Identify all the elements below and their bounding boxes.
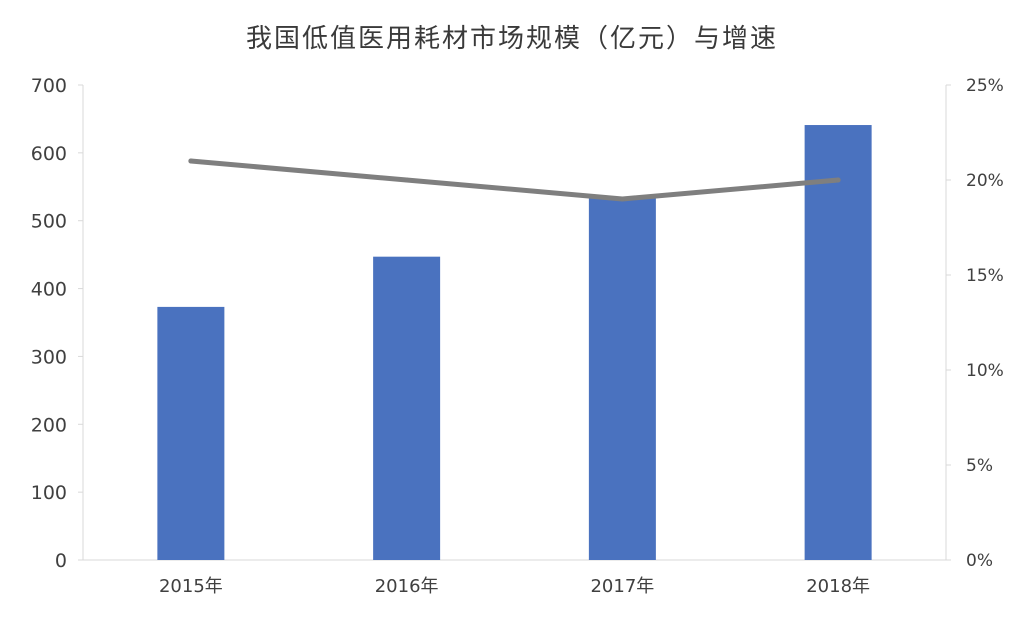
left-axis-tick-label: 600 — [31, 143, 67, 165]
right-axis-tick-label: 5% — [966, 456, 993, 476]
growth-rate-point — [835, 177, 841, 183]
chart-title: 我国低值医用耗材市场规模（亿元）与增速 — [245, 24, 778, 54]
bar — [588, 196, 656, 560]
right-axis-tick-label: 10% — [966, 361, 1004, 381]
x-axis-tick-label: 2016年 — [375, 576, 439, 597]
right-axis-tick-label: 20% — [966, 171, 1004, 191]
x-axis-tick-label: 2017年 — [590, 576, 654, 597]
left-axis-tick-label: 100 — [31, 482, 67, 504]
bar — [157, 306, 225, 560]
growth-rate-line — [188, 158, 841, 202]
growth-rate-point — [188, 158, 194, 164]
left-axis-tick-label: 700 — [31, 75, 67, 97]
right-axis-tick-label: 15% — [966, 266, 1004, 286]
growth-rate-point — [619, 196, 625, 202]
left-axis-tick-label: 500 — [31, 211, 67, 233]
left-axis-tick-label: 300 — [31, 346, 67, 368]
right-axis-tick-label: 25% — [966, 76, 1004, 96]
x-axis-tick-label: 2018年 — [806, 576, 870, 597]
right-axis-tick-label: 0% — [966, 551, 993, 571]
x-axis-tick-label: 2015年 — [159, 576, 223, 597]
bar — [804, 125, 872, 561]
growth-rate-point — [404, 177, 410, 183]
bar — [373, 256, 441, 560]
left-axis-tick-label: 200 — [31, 414, 67, 436]
left-axis-tick-label: 0 — [55, 550, 67, 572]
left-axis-tick-label: 400 — [31, 279, 67, 301]
